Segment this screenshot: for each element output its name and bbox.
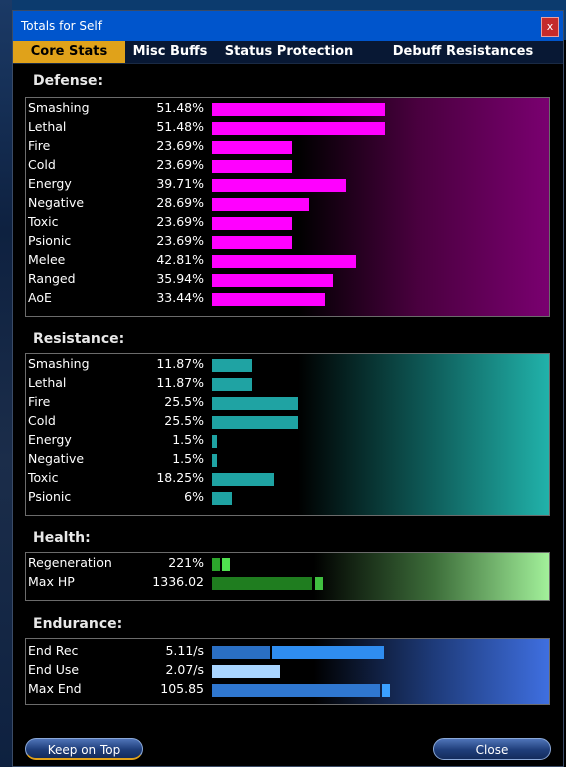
stat-value: 1.5% bbox=[172, 432, 204, 447]
stat-label: Smashing bbox=[28, 100, 90, 115]
stat-value: 6% bbox=[184, 489, 204, 504]
stat-value: 23.69% bbox=[156, 233, 204, 248]
stat-value: 25.5% bbox=[164, 394, 204, 409]
resistance-title: Resistance: bbox=[33, 331, 125, 347]
defense-title: Defense: bbox=[33, 73, 104, 89]
bar bbox=[212, 646, 270, 659]
defense-bar-negative bbox=[212, 198, 309, 211]
stat-label: Negative bbox=[28, 195, 85, 210]
bar bbox=[212, 558, 220, 571]
close-button[interactable]: Close bbox=[433, 738, 551, 760]
resistance-bar-energy bbox=[212, 435, 217, 448]
stat-value: 23.69% bbox=[156, 214, 204, 229]
defense-bar-smashing bbox=[212, 103, 385, 116]
stat-value: 25.5% bbox=[164, 413, 204, 428]
tab-status-protection[interactable]: Status Protection bbox=[224, 44, 354, 59]
stat-value: 35.94% bbox=[156, 271, 204, 286]
tab-core-stats[interactable]: Core Stats bbox=[13, 41, 125, 63]
stat-label: Psionic bbox=[28, 489, 72, 504]
defense-bar-cold bbox=[212, 160, 292, 173]
bar bbox=[222, 558, 230, 571]
bar bbox=[272, 646, 384, 659]
defense-bar-psionic bbox=[212, 236, 292, 249]
stat-label: Psionic bbox=[28, 233, 72, 248]
tab-misc-buffs[interactable]: Misc Buffs bbox=[132, 44, 208, 59]
stat-label: Cold bbox=[28, 413, 56, 428]
stat-value: 39.71% bbox=[156, 176, 204, 191]
endurance-title: Endurance: bbox=[33, 616, 123, 632]
stat-label: Fire bbox=[28, 138, 51, 153]
stat-value: 23.69% bbox=[156, 138, 204, 153]
health-title: Health: bbox=[33, 530, 91, 546]
stat-label: Energy bbox=[28, 176, 72, 191]
resistance-panel: Smashing 11.87% Lethal 11.87% Fire 25.5% Cold 2… bbox=[25, 353, 550, 516]
stat-value: 23.69% bbox=[156, 157, 204, 172]
defense-panel: Smashing 51.48% Lethal 51.48% Fire 23.69% Cold… bbox=[25, 97, 550, 317]
stat-label: Lethal bbox=[28, 119, 67, 134]
keep-on-top-button[interactable]: Keep on Top bbox=[25, 738, 143, 760]
stat-value: 42.81% bbox=[156, 252, 204, 267]
stat-value: 51.48% bbox=[156, 119, 204, 134]
window-title: Totals for Self bbox=[21, 19, 102, 33]
stat-value: 11.87% bbox=[156, 356, 204, 371]
resistance-bar-lethal bbox=[212, 378, 252, 391]
bar bbox=[212, 577, 312, 590]
stat-label: Toxic bbox=[28, 470, 59, 485]
stat-label: AoE bbox=[28, 290, 52, 305]
defense-bar-melee bbox=[212, 255, 356, 268]
stat-value: 33.44% bbox=[156, 290, 204, 305]
stat-value: 28.69% bbox=[156, 195, 204, 210]
bar bbox=[315, 577, 323, 590]
health-panel: Regeneration 221% Max HP 1336.02 bbox=[25, 552, 550, 601]
defense-bar-aoe bbox=[212, 293, 325, 306]
stat-label: Fire bbox=[28, 394, 51, 409]
stat-label: Toxic bbox=[28, 214, 59, 229]
bar bbox=[212, 665, 280, 678]
resistance-bar-psionic bbox=[212, 492, 232, 505]
stat-label: Energy bbox=[28, 432, 72, 447]
stat-label: Lethal bbox=[28, 375, 67, 390]
stat-value: 11.87% bbox=[156, 375, 204, 390]
title-bar[interactable]: Totals for Self x bbox=[13, 11, 563, 41]
background-left-strip bbox=[0, 0, 12, 767]
defense-bar-fire bbox=[212, 141, 292, 154]
totals-window: Totals for Self x Core Stats Misc Buffs … bbox=[12, 10, 564, 767]
resistance-bar-toxic bbox=[212, 473, 274, 486]
bar bbox=[382, 684, 390, 697]
stat-label: Ranged bbox=[28, 271, 76, 286]
resistance-bar-fire bbox=[212, 397, 298, 410]
stat-value: 18.25% bbox=[156, 470, 204, 485]
resistance-bar-smashing bbox=[212, 359, 252, 372]
defense-bar-energy bbox=[212, 179, 346, 192]
defense-bar-lethal bbox=[212, 122, 385, 135]
resistance-bar-negative bbox=[212, 454, 217, 467]
stat-label: Negative bbox=[28, 451, 85, 466]
bar bbox=[212, 684, 380, 697]
defense-bar-ranged bbox=[212, 274, 333, 287]
tab-debuff-resistances[interactable]: Debuff Resistances bbox=[392, 44, 534, 59]
endurance-panel: End Rec 5.11/s End Use 2.07/s Max End 10… bbox=[25, 638, 550, 705]
resistance-bar-cold bbox=[212, 416, 298, 429]
defense-bar-toxic bbox=[212, 217, 292, 230]
stat-label: Cold bbox=[28, 157, 56, 172]
stat-label: Smashing bbox=[28, 356, 90, 371]
close-icon[interactable]: x bbox=[541, 17, 559, 37]
stat-value: 51.48% bbox=[156, 100, 204, 115]
stat-value: 1.5% bbox=[172, 451, 204, 466]
stat-label: Melee bbox=[28, 252, 66, 267]
tab-bar: Core Stats Misc Buffs Status Protection … bbox=[13, 41, 563, 64]
